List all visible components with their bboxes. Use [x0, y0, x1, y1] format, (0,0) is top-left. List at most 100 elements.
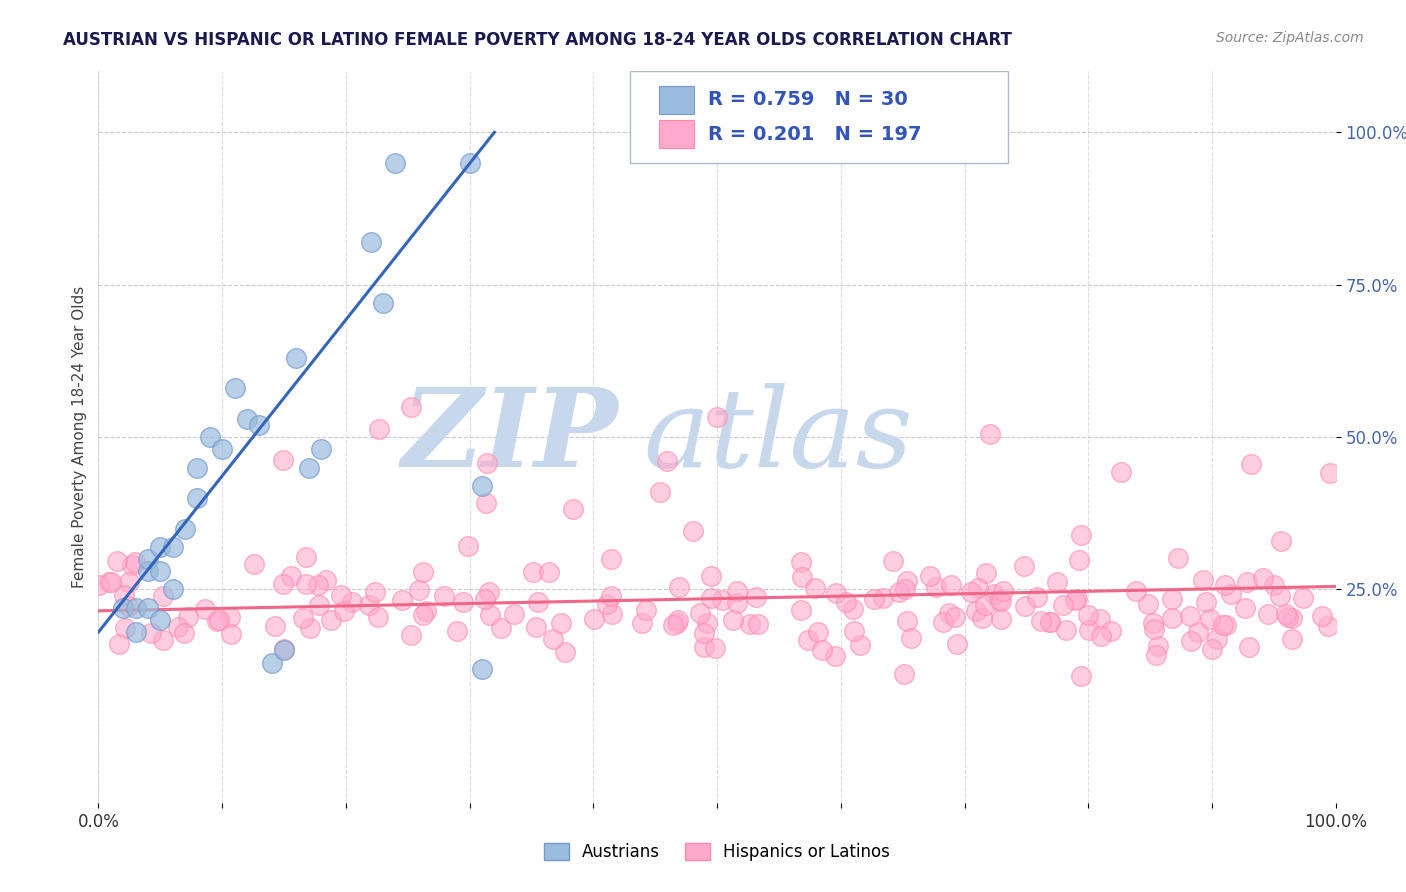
Point	[219, 610, 242, 624]
Point	[1038, 615, 1060, 629]
Point	[295, 549, 318, 564]
Point	[1291, 591, 1313, 605]
Point	[108, 637, 131, 651]
Bar	[659, 120, 693, 148]
Point	[364, 585, 387, 599]
Point	[797, 632, 820, 647]
Point	[167, 620, 190, 634]
Point	[319, 613, 342, 627]
Point	[247, 417, 270, 432]
Text: AUSTRIAN VS HISPANIC OR LATINO FEMALE POVERTY AMONG 18-24 YEAR OLDS CORRELATION : AUSTRIAN VS HISPANIC OR LATINO FEMALE PO…	[63, 31, 1012, 49]
Point	[988, 593, 1011, 607]
Point	[893, 667, 915, 681]
Point	[1143, 623, 1166, 637]
Point	[271, 452, 294, 467]
Point	[112, 600, 135, 615]
Point	[1031, 614, 1053, 628]
Point	[824, 648, 846, 663]
Y-axis label: Female Poverty Among 18-24 Year Olds: Female Poverty Among 18-24 Year Olds	[72, 286, 87, 588]
Point	[415, 604, 437, 618]
Point	[882, 554, 904, 568]
Point	[1144, 648, 1167, 662]
Point	[121, 558, 143, 572]
Point	[294, 577, 316, 591]
Point	[665, 615, 688, 630]
Point	[1215, 618, 1237, 632]
Point	[198, 430, 221, 444]
Point	[634, 603, 657, 617]
Point	[602, 607, 624, 621]
Point	[918, 568, 941, 582]
Point	[706, 409, 728, 424]
Point	[979, 426, 1001, 441]
Point	[360, 235, 382, 249]
Point	[474, 496, 496, 510]
Point	[1077, 623, 1099, 637]
Point	[1077, 607, 1099, 622]
Point	[655, 454, 678, 468]
Point	[600, 552, 623, 566]
FancyBboxPatch shape	[630, 71, 1008, 163]
Point	[186, 491, 208, 505]
Point	[219, 627, 242, 641]
Point	[280, 569, 302, 583]
Point	[1270, 533, 1292, 548]
Point	[747, 616, 769, 631]
Point	[990, 593, 1012, 607]
Point	[848, 638, 870, 652]
Point	[105, 553, 128, 567]
Point	[1253, 571, 1275, 585]
Point	[186, 460, 208, 475]
Point	[359, 599, 381, 613]
Point	[554, 645, 576, 659]
Point	[112, 588, 135, 602]
Point	[1310, 609, 1333, 624]
Point	[541, 632, 564, 646]
Point	[1142, 616, 1164, 631]
Point	[1026, 591, 1049, 605]
Point	[298, 460, 321, 475]
Point	[1281, 611, 1303, 625]
Point	[1275, 607, 1298, 622]
Point	[1090, 612, 1112, 626]
Point	[983, 587, 1005, 601]
Point	[333, 604, 356, 618]
Point	[124, 555, 146, 569]
Point	[993, 584, 1015, 599]
Point	[136, 564, 159, 578]
Point	[384, 156, 406, 170]
Point	[458, 156, 481, 170]
Point	[889, 585, 911, 599]
Point	[960, 585, 983, 599]
Point	[475, 456, 498, 470]
Point	[650, 485, 672, 500]
Point	[260, 656, 283, 670]
Point	[1069, 552, 1091, 566]
Point	[149, 564, 172, 578]
Text: atlas: atlas	[643, 384, 912, 491]
Point	[307, 578, 329, 592]
Point	[114, 622, 136, 636]
Point	[329, 588, 352, 602]
Point	[141, 626, 163, 640]
Point	[1263, 578, 1285, 592]
Point	[124, 600, 146, 615]
Point	[194, 602, 217, 616]
Point	[1070, 669, 1092, 683]
Point	[941, 577, 963, 591]
Point	[931, 615, 953, 629]
Point	[298, 621, 321, 635]
Point	[583, 612, 606, 626]
Point	[538, 565, 561, 579]
Text: R = 0.201   N = 197: R = 0.201 N = 197	[709, 125, 922, 144]
Point	[967, 582, 990, 596]
Point	[789, 602, 811, 616]
Point	[844, 624, 866, 638]
Point	[1240, 457, 1263, 471]
Point	[1219, 587, 1241, 601]
Point	[872, 591, 894, 605]
Point	[662, 617, 685, 632]
Point	[725, 584, 748, 599]
Point	[925, 581, 948, 595]
Point	[162, 540, 184, 554]
